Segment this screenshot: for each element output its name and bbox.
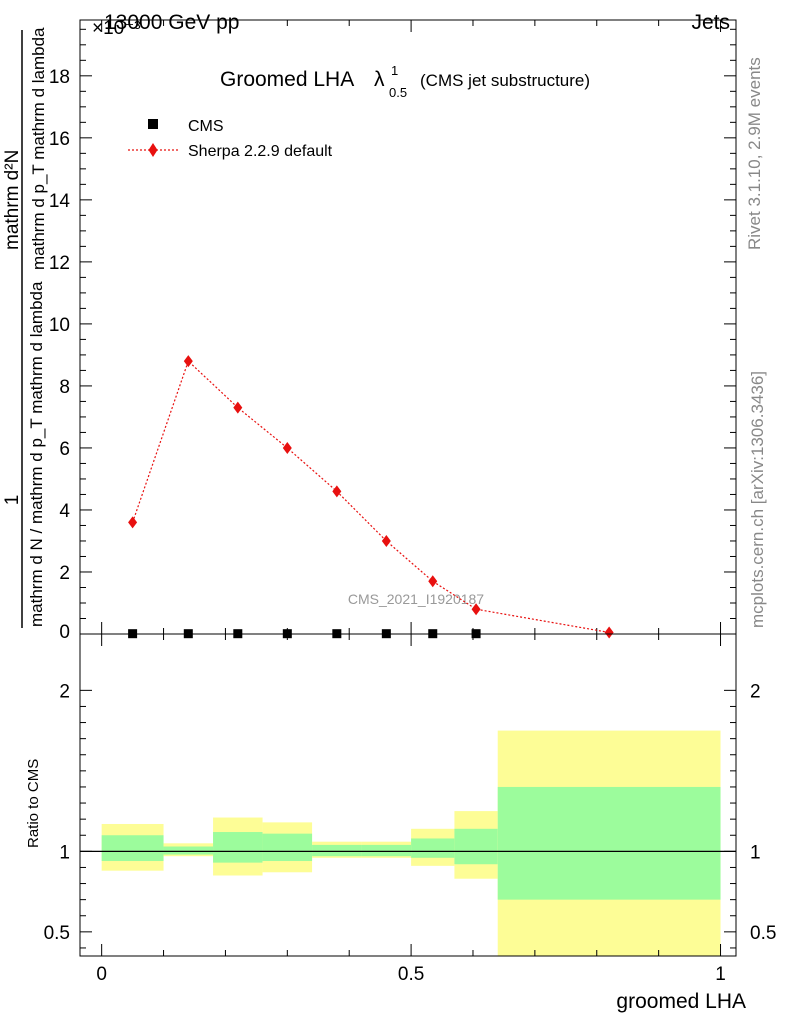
y-tick-label: 10: [49, 315, 70, 336]
x-axis-label: groomed LHA: [616, 990, 746, 1013]
main-plot-frame: [79, 19, 737, 635]
ratio-plot-frame: [79, 633, 737, 957]
legend-cms-marker: [148, 119, 158, 129]
header-exponent-label: ×10⁻³: [92, 18, 141, 39]
ratio-y-tick-label: 2: [59, 681, 70, 702]
ratio-inner-band: [361, 844, 412, 857]
ratio-plot-y-tick-labels: 0.5 0.5 1 1 2 2: [44, 681, 777, 944]
main-plot-title: Groomed LHA λ 1 0.5 (CMS jet substructur…: [220, 63, 590, 100]
header-right-label: Jets: [691, 11, 730, 34]
title-lambda-symbol: λ: [374, 68, 385, 91]
main-plot-y-tick-labels: 2 4 6 8 10 12 14 16 18 0: [49, 67, 71, 643]
x-tick-label: 1: [715, 964, 726, 985]
x-tick-label: 0: [96, 964, 107, 985]
ratio-y-tick-label: 0.5: [44, 923, 70, 944]
title-subscript: 0.5: [389, 85, 407, 100]
legend-cms-label: CMS: [188, 118, 224, 135]
y-tick-label: 16: [49, 129, 70, 150]
sherpa-point: [381, 534, 391, 547]
ratio-y-tick-label: 1: [59, 842, 70, 863]
ratio-inner-band: [163, 846, 214, 855]
ratio-y-tick-label-right: 1: [750, 842, 761, 863]
ratio-inner-band: [411, 838, 455, 858]
y-tick-label: 18: [49, 67, 70, 88]
ratio-plot-x-tick-labels: 0 0.5 1: [96, 964, 725, 985]
ratio-inner-band: [262, 833, 313, 862]
rivet-info-text: Rivet 3.1.10, 2.9M events: [745, 57, 764, 250]
ratio-bands: [101, 730, 721, 956]
sherpa-point: [233, 401, 243, 414]
y-label-numerator: 1: [2, 495, 23, 506]
y-tick-label: 2: [59, 563, 70, 584]
ratio-inner-band: [497, 786, 721, 900]
main-plot-panel: 2 4 6 8 10 12 14 16 18 0 Groomed LHA λ 1 0.5 (CMS…: [2, 19, 737, 643]
title-suffix: (CMS jet substructure): [420, 71, 590, 90]
title-superscript: 1: [391, 63, 398, 78]
sherpa-point: [332, 485, 342, 498]
title-main-text: Groomed LHA: [220, 68, 354, 91]
sherpa-point: [128, 516, 138, 529]
ratio-inner-band: [312, 844, 362, 857]
sherpa-point: [183, 355, 193, 368]
main-plot-ticks: [80, 20, 736, 634]
legend-sherpa-marker: [148, 143, 158, 157]
y-tick-label: 6: [59, 439, 70, 460]
mcplots-url-text: mcplots.cern.ch [arXiv:1306.3436]: [748, 371, 767, 628]
legend: CMS Sherpa 2.2.9 default: [128, 118, 333, 160]
y-label-main: mathrm d²N: [2, 150, 23, 250]
legend-sherpa-label: Sherpa 2.2.9 default: [188, 143, 333, 160]
analysis-watermark: CMS_2021_I1920187: [348, 591, 484, 607]
ratio-plot-panel: 0.5 0.51 12 2 0 0.5 1 Ratio to CMS groomed LH…: [25, 633, 777, 1013]
sherpa-series: [128, 355, 614, 639]
main-plot-y-axis-label: 1 mathrm d N / mathrm d p_T mathrm d lam…: [2, 27, 48, 628]
sherpa-point: [428, 575, 438, 588]
ratio-inner-band: [213, 832, 263, 863]
y-tick-label-zero: 0: [59, 622, 70, 643]
y-tick-label: 4: [59, 501, 70, 522]
y-label-sub: mathrm d p_T mathrm d lambda: [29, 27, 48, 270]
ratio-inner-band: [454, 828, 498, 865]
ratio-plot-ticks: [80, 634, 736, 956]
sherpa-point: [604, 626, 614, 639]
y-tick-label: 8: [59, 377, 70, 398]
x-tick-label: 0.5: [398, 964, 424, 985]
ratio-inner-band: [101, 835, 164, 862]
ratio-y-tick-label-right: 0.5: [750, 923, 776, 944]
sherpa-point: [471, 603, 481, 616]
header-left-label: 13000 GeV pp: [104, 11, 239, 34]
y-tick-label: 14: [49, 191, 71, 212]
ratio-y-axis-label: Ratio to CMS: [25, 759, 42, 848]
y-label-denominator: mathrm d N / mathrm d p_T mathrm d lambd…: [27, 281, 46, 627]
ratio-y-tick-label-right: 2: [750, 681, 761, 702]
y-tick-label: 12: [49, 253, 70, 274]
sherpa-point: [282, 441, 292, 454]
